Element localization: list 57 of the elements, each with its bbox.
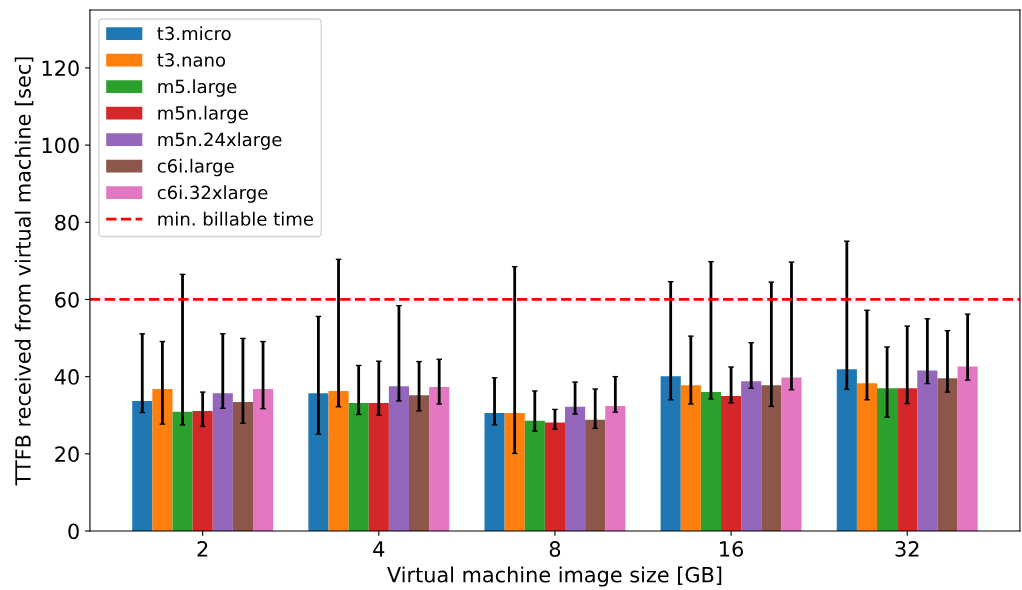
y-tick-label: 60 bbox=[55, 291, 79, 308]
bar bbox=[897, 388, 918, 531]
legend-label: m5n.large bbox=[158, 105, 248, 124]
bar bbox=[856, 383, 878, 531]
bar bbox=[917, 370, 938, 531]
legend-label: c6i.large bbox=[157, 158, 234, 177]
bar bbox=[172, 411, 193, 531]
bar bbox=[544, 422, 566, 531]
bar bbox=[232, 402, 253, 531]
y-axis-title: TTFB received from virtual machine [sec] bbox=[14, 57, 34, 486]
legend-label: m5n.24xlarge bbox=[158, 132, 282, 150]
bar bbox=[429, 387, 450, 531]
bar bbox=[836, 369, 857, 531]
bar bbox=[504, 412, 525, 531]
bar bbox=[605, 405, 626, 531]
x-axis-title: Virtual machine image size [GB] bbox=[387, 566, 722, 587]
bar bbox=[368, 402, 389, 531]
x-tick-label: 2 bbox=[197, 541, 208, 557]
x-tick-label: 16 bbox=[720, 541, 744, 557]
bar bbox=[132, 400, 153, 531]
bar bbox=[761, 385, 782, 531]
bar bbox=[680, 385, 701, 531]
bar bbox=[308, 393, 329, 531]
legend-label: t3.nano bbox=[157, 53, 226, 67]
bar bbox=[409, 395, 430, 531]
y-tick-label: 100 bbox=[42, 137, 79, 154]
bar bbox=[660, 376, 681, 531]
bar bbox=[252, 388, 274, 531]
bar bbox=[192, 410, 213, 531]
y-tick-label: 120 bbox=[42, 60, 79, 77]
bar bbox=[484, 412, 505, 531]
y-tick-label: 80 bbox=[55, 214, 79, 231]
legend-label: min. billable time bbox=[158, 211, 313, 226]
bar bbox=[877, 388, 898, 531]
bar bbox=[585, 419, 606, 531]
y-tick-label: 40 bbox=[54, 369, 79, 385]
bar bbox=[565, 406, 586, 531]
bar bbox=[212, 393, 233, 531]
bar bbox=[741, 381, 762, 531]
y-tick-label: 20 bbox=[55, 446, 79, 463]
bar bbox=[348, 402, 369, 531]
bar bbox=[152, 388, 173, 531]
legend-label: m5.large bbox=[158, 79, 237, 97]
legend-label: c6i.32xlarge bbox=[157, 185, 268, 203]
x-tick-label: 4 bbox=[373, 541, 385, 557]
bar bbox=[524, 420, 545, 531]
bar bbox=[328, 390, 349, 531]
legend-label: t3.micro bbox=[157, 26, 231, 41]
y-tick-label: 0 bbox=[68, 523, 79, 540]
x-tick-label: 32 bbox=[895, 541, 919, 557]
bar bbox=[721, 395, 742, 531]
bar bbox=[388, 386, 409, 531]
x-tick-label: 8 bbox=[549, 541, 561, 557]
bar bbox=[937, 378, 958, 531]
bar bbox=[781, 377, 802, 531]
bar bbox=[957, 366, 978, 531]
bar bbox=[700, 392, 722, 531]
